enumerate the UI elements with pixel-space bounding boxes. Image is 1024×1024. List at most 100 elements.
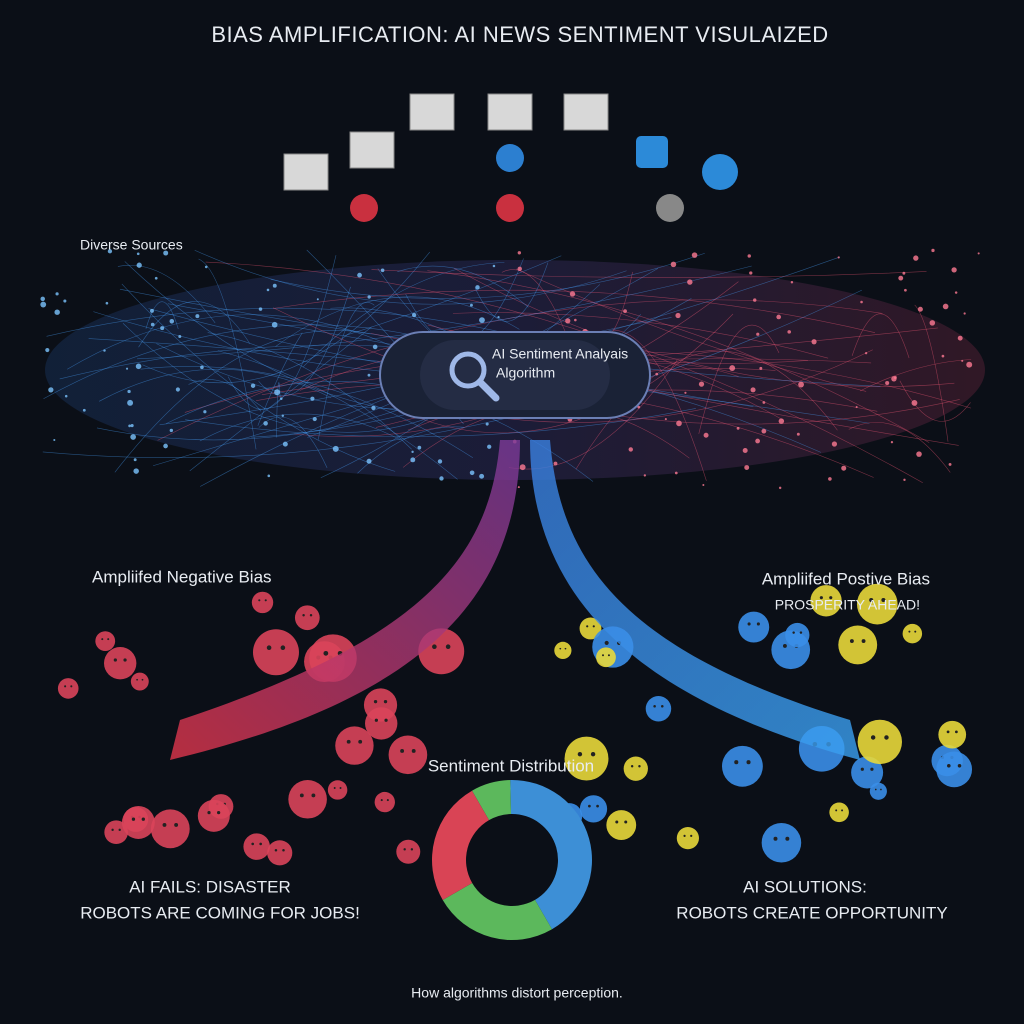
- network-node: [371, 405, 376, 411]
- emoji-eye: [870, 767, 874, 771]
- emoji-eye: [383, 699, 388, 704]
- network-curve: [257, 332, 303, 426]
- network-node: [759, 366, 763, 370]
- network-node: [82, 408, 86, 412]
- network-node: [655, 372, 659, 376]
- network-node: [913, 255, 919, 261]
- positive-headline: AI SOLUTIONS:: [743, 877, 867, 896]
- emoji-eye: [661, 704, 664, 708]
- emoji-eye: [162, 822, 167, 827]
- donut-chart: [432, 779, 593, 941]
- network-node: [316, 298, 319, 301]
- network-node: [103, 349, 106, 352]
- emoji-eye: [914, 630, 917, 633]
- network-node: [517, 266, 522, 272]
- newspaper-icon: [409, 93, 455, 131]
- network-node: [279, 397, 283, 400]
- emoji-eye: [586, 625, 589, 628]
- emoji-face: [851, 756, 884, 789]
- emoji-eye: [602, 654, 604, 657]
- network-node: [676, 420, 682, 427]
- emoji-face: [579, 617, 602, 640]
- emoji-face: [243, 833, 270, 860]
- emoji-eye: [638, 765, 641, 768]
- emoji-face: [554, 641, 572, 659]
- emoji-eye: [630, 765, 634, 768]
- emoji-eye: [690, 834, 693, 838]
- network-node: [45, 347, 50, 353]
- network-node: [487, 444, 492, 449]
- network-node: [890, 441, 894, 444]
- network-node: [175, 387, 180, 392]
- network-curve: [409, 313, 734, 434]
- network-node: [891, 376, 897, 382]
- emoji-eye: [123, 658, 127, 662]
- network-node: [367, 373, 371, 377]
- network-curve: [140, 366, 473, 459]
- network-node: [178, 334, 182, 338]
- network-node: [169, 318, 175, 324]
- emoji-eye: [374, 718, 378, 722]
- negative-stream: [170, 440, 520, 760]
- twitter-icon: [636, 136, 668, 168]
- emoji-eye: [577, 751, 583, 757]
- network-node: [200, 365, 204, 370]
- network-node: [40, 301, 47, 308]
- emoji-eye: [957, 764, 962, 768]
- emoji-eye: [333, 787, 336, 789]
- network-node: [864, 352, 868, 355]
- emoji-face: [288, 779, 327, 819]
- emoji-eye: [615, 820, 619, 824]
- network-node: [271, 321, 278, 328]
- network-node: [130, 424, 134, 428]
- network-node: [736, 426, 740, 430]
- network-node: [750, 387, 756, 393]
- emoji-eye: [118, 828, 121, 832]
- positive-headline: ROBOTS CREATE OPPORTUNITY: [676, 903, 947, 922]
- network-node: [674, 471, 678, 475]
- emoji-face: [103, 646, 137, 680]
- emoji-face: [95, 631, 116, 651]
- emoji-eye: [258, 599, 261, 602]
- network-node: [702, 483, 705, 486]
- emoji-face: [596, 647, 616, 668]
- emoji-eye: [217, 811, 221, 815]
- network-node: [954, 291, 958, 294]
- emoji-eye: [955, 730, 958, 734]
- network-node: [902, 271, 906, 275]
- emoji-eye: [829, 596, 833, 600]
- network-node: [366, 458, 372, 464]
- network-node: [282, 441, 288, 447]
- network-node: [831, 441, 838, 447]
- network-node: [776, 314, 782, 320]
- network-node: [479, 473, 485, 479]
- emoji-eye: [747, 622, 751, 626]
- footer: How algorithms distort perception.: [411, 985, 623, 1001]
- algorithm-core: [420, 340, 610, 410]
- emoji-eye: [874, 788, 877, 791]
- network-node: [128, 424, 131, 428]
- emoji-face: [396, 839, 421, 864]
- emoji-eye: [309, 614, 313, 617]
- network-curve: [185, 408, 696, 438]
- emoji-eye: [590, 751, 596, 757]
- emoji-eye: [264, 599, 267, 602]
- emoji-face: [150, 809, 190, 849]
- network-node: [747, 254, 751, 258]
- network-node: [911, 399, 918, 406]
- negative-headline: ROBOTS ARE COMING FOR JOBS!: [80, 903, 360, 922]
- emoji-eye: [113, 658, 117, 662]
- network-node: [517, 486, 520, 489]
- network-node: [860, 300, 863, 304]
- sentiment-icon: [496, 144, 524, 172]
- emoji-eye: [683, 834, 686, 838]
- emoji-face: [104, 820, 128, 845]
- network-node: [742, 447, 748, 453]
- title: BIAS AMPLIFICATION: AI NEWS SENTIMENT VI…: [211, 22, 828, 47]
- emoji-face: [374, 791, 395, 813]
- emoji-eye: [274, 849, 278, 852]
- network-node: [755, 438, 761, 444]
- network-curve: [507, 349, 873, 423]
- network-node: [698, 381, 705, 387]
- donut-segment: [510, 779, 593, 930]
